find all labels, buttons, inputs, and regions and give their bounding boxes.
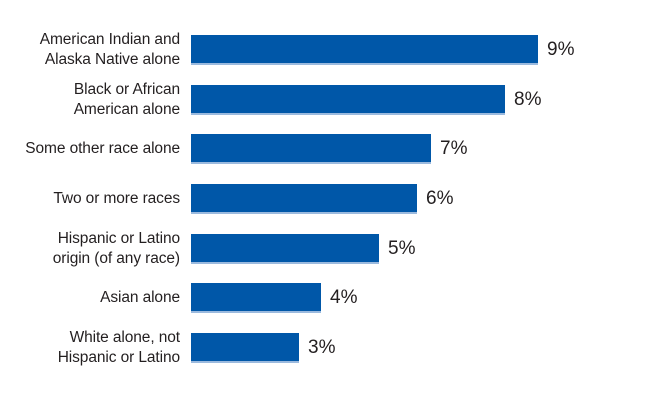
bar-track: 8% xyxy=(191,84,542,115)
category-label-line: Hispanic or Latino xyxy=(57,349,180,367)
category-label-line: American Indian and xyxy=(39,31,180,48)
bar xyxy=(191,233,379,264)
bar-track: 4% xyxy=(191,283,358,314)
chart-row: American Indian and Alaska Native alone … xyxy=(0,31,653,68)
value-label: 4% xyxy=(330,287,358,309)
category-label: American Indian and Alaska Native alone xyxy=(0,30,180,70)
bar xyxy=(191,333,299,364)
value-label: 7% xyxy=(440,138,468,160)
chart-row: Asian alone 4% xyxy=(0,283,653,314)
category-label-line: Alaska Native alone xyxy=(44,51,180,68)
bar-track: 7% xyxy=(191,134,468,165)
category-label: Asian alone xyxy=(0,288,180,308)
value-label: 9% xyxy=(547,39,575,60)
bar-track: 5% xyxy=(191,233,416,264)
bar xyxy=(191,184,417,215)
chart-row: White alone, not Hispanic or Latino 3% xyxy=(0,329,653,366)
category-label: Some other race alone xyxy=(0,139,180,159)
bar-track: 9% xyxy=(191,35,574,65)
category-label-line: American alone xyxy=(73,100,180,118)
bar xyxy=(191,283,321,314)
category-label-line: Black or African xyxy=(73,80,180,98)
category-label-line: Hispanic or Latino xyxy=(57,229,180,247)
category-label-line: origin (of any race) xyxy=(52,249,180,267)
bar xyxy=(191,84,505,115)
category-label: Hispanic or Latino origin (of any race) xyxy=(0,229,180,269)
chart-row: Some other race alone 7% xyxy=(0,134,653,165)
value-label: 6% xyxy=(426,188,454,210)
category-label-line: White alone, not xyxy=(69,329,181,347)
chart-row: Two or more races 6% xyxy=(0,184,653,215)
bar-track: 6% xyxy=(191,184,454,215)
chart-row: Black or African American alone 8% xyxy=(0,81,653,118)
bar-track: 3% xyxy=(191,333,336,364)
value-label: 3% xyxy=(308,337,336,359)
bar xyxy=(191,134,431,165)
category-label: Black or African American alone xyxy=(0,80,180,120)
category-label-line: Some other race alone xyxy=(25,140,180,158)
category-label-line: Asian alone xyxy=(100,289,180,307)
chart-row: Hispanic or Latino origin (of any race) … xyxy=(0,230,653,267)
category-label-line: Two or more races xyxy=(53,190,180,208)
category-label: White alone, not Hispanic or Latino xyxy=(0,328,180,368)
value-label: 8% xyxy=(514,88,542,110)
category-label: Two or more races xyxy=(0,189,180,209)
bar xyxy=(191,35,538,65)
value-label: 5% xyxy=(388,237,416,259)
